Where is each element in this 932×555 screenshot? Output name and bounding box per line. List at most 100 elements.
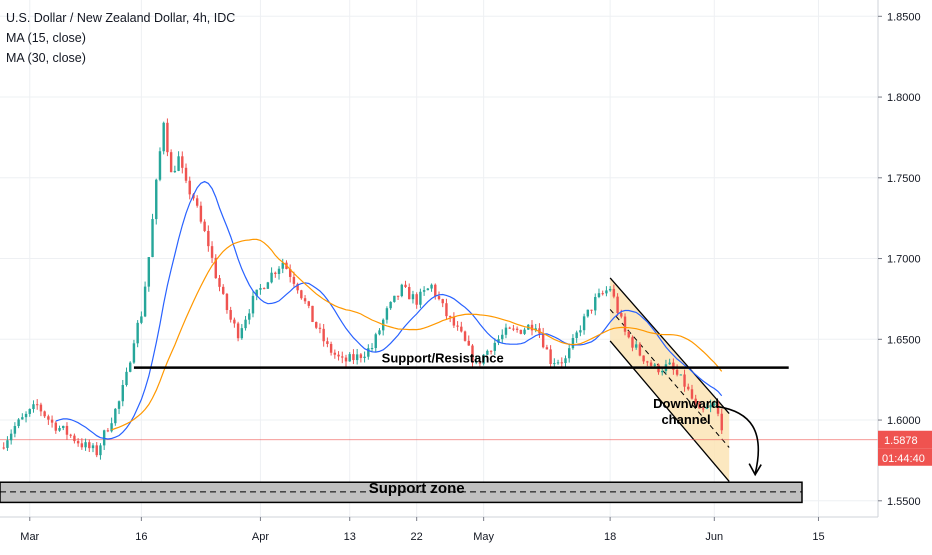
candle-65 [244, 315, 247, 331]
candle-33 [125, 367, 128, 387]
candle-body [17, 419, 20, 427]
candle-24 [91, 443, 95, 453]
candle-143 [534, 323, 537, 333]
candle-53 [199, 201, 203, 224]
candle-169 [631, 335, 634, 352]
candle-body [460, 326, 463, 332]
candle-158 [590, 309, 593, 314]
candle-34 [129, 361, 132, 373]
candle-body [32, 404, 35, 410]
candle-124 [463, 330, 467, 342]
candle-body [307, 301, 310, 306]
candle-16 [62, 425, 65, 431]
candle-body [281, 262, 284, 269]
candle-body [493, 342, 497, 351]
candle-body [6, 440, 9, 448]
candle-61 [229, 306, 232, 323]
candle-body [341, 356, 344, 358]
time-tick-label: Mar [20, 531, 39, 543]
candle-52 [195, 195, 199, 208]
candle-body [568, 348, 571, 359]
candle-9 [35, 399, 39, 410]
candle-body [352, 354, 355, 361]
candle-body [99, 445, 102, 456]
candle-25 [95, 442, 98, 458]
candle-63 [236, 321, 240, 342]
candle-71 [266, 281, 270, 289]
candle-58 [218, 274, 221, 292]
ma15-legend[interactable]: MA (15, close) [6, 31, 86, 45]
candle-body [199, 205, 203, 222]
candle-body [393, 295, 396, 302]
candle-body [556, 362, 560, 364]
candle-body [35, 404, 39, 406]
candle-38 [143, 281, 147, 318]
candle-179 [668, 358, 671, 365]
candle-18 [69, 433, 72, 438]
candle-body [661, 370, 664, 373]
channel-label-1: Downward [653, 396, 719, 411]
candle-body [326, 341, 329, 344]
candle-20 [76, 438, 80, 447]
candle-57 [214, 254, 217, 279]
candle-body [344, 357, 348, 362]
candle-152 [568, 343, 571, 363]
candle-body [110, 423, 113, 432]
candle-130 [486, 349, 489, 356]
candle-153 [571, 334, 575, 350]
candle-62 [233, 317, 236, 328]
candle-body [668, 362, 671, 365]
candle-146 [545, 344, 549, 350]
candle-96 [359, 353, 363, 363]
candle-151 [564, 355, 567, 368]
candle-11 [43, 410, 46, 418]
ma30-line [111, 238, 723, 431]
ma30-legend[interactable]: MA (30, close) [6, 51, 86, 65]
candle-body [315, 322, 318, 328]
candle-body [698, 402, 701, 409]
candle-102 [381, 318, 385, 336]
candle-body [463, 331, 467, 341]
time-tick-label: 15 [812, 531, 824, 543]
candle-body [515, 328, 519, 330]
candle-78 [292, 271, 296, 287]
candle-body [158, 151, 162, 180]
candle-body [594, 297, 597, 311]
candle-body [218, 278, 221, 287]
candle-177 [661, 367, 664, 376]
candle-126 [471, 344, 474, 368]
candle-body [300, 290, 303, 299]
candle-173 [646, 360, 649, 367]
candle-94 [352, 349, 355, 365]
candle-161 [601, 290, 604, 296]
candle-23 [88, 439, 91, 453]
candle-body [363, 356, 366, 358]
candle-body [631, 337, 634, 348]
candle-69 [259, 284, 262, 295]
candle-body [679, 374, 683, 376]
candle-140 [523, 327, 526, 336]
candle-body [95, 445, 98, 456]
candle-body [530, 324, 534, 331]
candle-77 [288, 264, 292, 283]
candle-66 [248, 309, 251, 325]
candle-body [236, 323, 240, 339]
candle-body [329, 343, 333, 353]
candle-193 [720, 408, 723, 434]
candle-body [489, 350, 493, 352]
candle-body [9, 433, 13, 441]
candle-133 [497, 335, 500, 346]
candle-body [251, 295, 255, 314]
candle-body [225, 293, 229, 311]
candle-body [322, 328, 325, 342]
candle-1 [6, 436, 9, 451]
time-tick-label: Apr [252, 531, 269, 543]
symbol-title[interactable]: U.S. Dollar / New Zealand Dollar, 4h, ID… [6, 11, 236, 25]
candle-186 [694, 394, 697, 407]
candle-body [638, 344, 642, 356]
candle-88 [329, 341, 333, 356]
candle-73 [274, 271, 277, 278]
candle-127 [474, 355, 478, 365]
